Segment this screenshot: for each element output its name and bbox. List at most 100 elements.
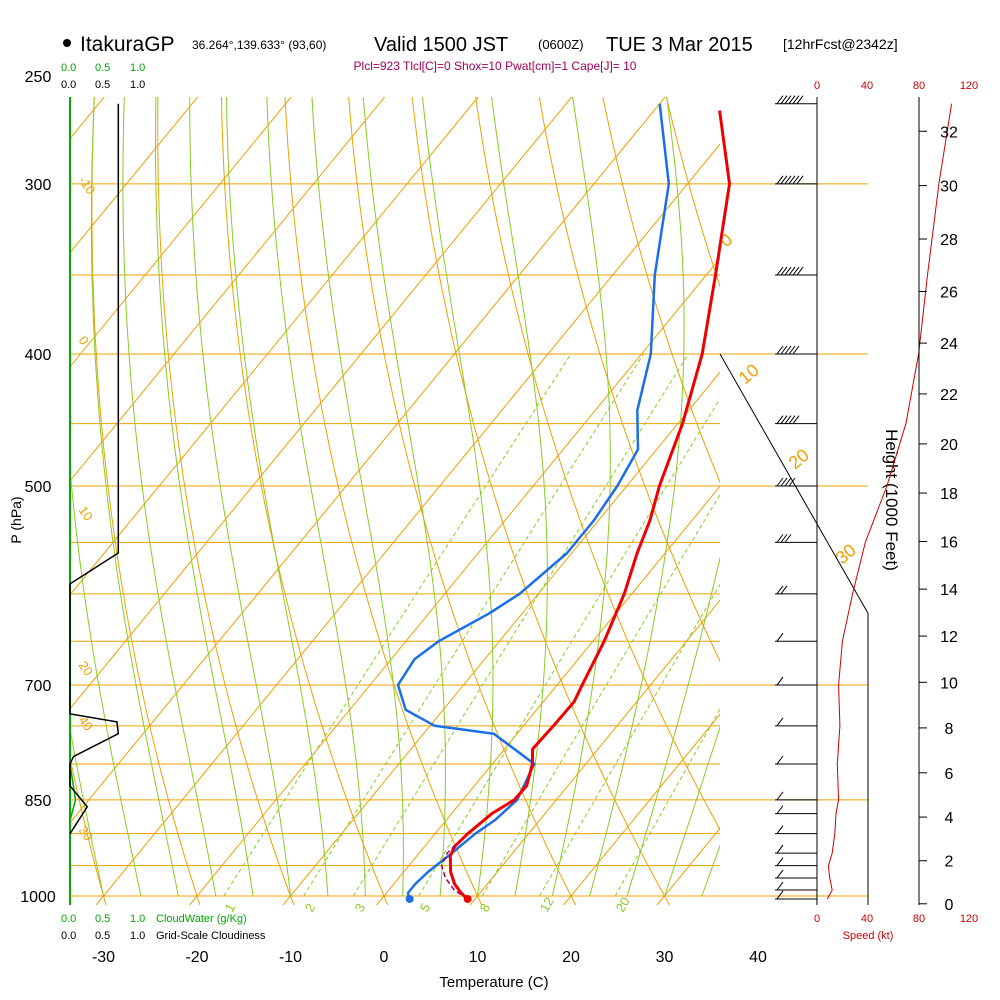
wind-barb-flag bbox=[776, 805, 784, 814]
cloudiness-scale-top: 0.0 0.5 1.0 bbox=[61, 79, 145, 91]
wind-barb-flag bbox=[776, 844, 784, 854]
mixing-ratio-annotation: 8 bbox=[477, 901, 494, 915]
wind-barb-flag bbox=[780, 585, 788, 595]
wind-barb-flag bbox=[776, 676, 784, 686]
wind-barb-icon bbox=[775, 717, 817, 727]
forecast-info: [12hrFcst@2342z] bbox=[783, 36, 898, 52]
cloudwater-label: CloudWater (g/Kg) bbox=[156, 913, 247, 925]
x-axis-label: Temperature (C) bbox=[439, 974, 548, 991]
wind-barb-flag bbox=[776, 825, 784, 834]
height-tick-label: 12 bbox=[940, 629, 958, 646]
wind-barb-icon bbox=[775, 266, 817, 276]
cloudwater-scale-bottom: 0.0 0.5 1.0 CloudWater (g/Kg) bbox=[61, 913, 247, 925]
wind-barb-flag bbox=[796, 95, 804, 105]
valid-time: Valid 1500 JST bbox=[374, 34, 508, 56]
height-tick-label: 30 bbox=[940, 179, 958, 196]
wind-barb-flag bbox=[776, 632, 784, 642]
wind-barb-flag bbox=[780, 415, 788, 424]
height-tick-label: 22 bbox=[940, 387, 958, 404]
dry-adiabat-line bbox=[967, 52, 1000, 925]
cloudiness-tick: 0.0 bbox=[61, 79, 76, 91]
moist-adiabat-line bbox=[154, 97, 254, 897]
isotherm-line bbox=[562, 713, 720, 905]
height-tick-label: 8 bbox=[945, 721, 954, 738]
moist-adiabat-line bbox=[362, 97, 446, 897]
moist-adiabat-line bbox=[189, 97, 291, 897]
moist-adiabat-line bbox=[664, 725, 720, 897]
station-coords: 36.264°,139.633° (93,60) bbox=[192, 38, 326, 52]
wind-barb-icon bbox=[775, 477, 817, 487]
wind-barb-icon bbox=[775, 791, 817, 801]
valid-zulu: (0600Z) bbox=[538, 37, 584, 52]
wind-barb-icon bbox=[775, 805, 817, 815]
isotherm-line bbox=[733, 67, 1000, 926]
speed-tick: 40 bbox=[861, 80, 873, 92]
surface-temperature-marker bbox=[463, 894, 472, 903]
dry-adiabat-annotation: 10 bbox=[735, 360, 763, 388]
cloudwater-scale-top: 0.0 0.5 1.0 bbox=[61, 62, 145, 74]
wind-barb-flag bbox=[792, 345, 800, 355]
temperature-tick-label: 20 bbox=[562, 949, 580, 966]
isotherm-line bbox=[469, 599, 720, 905]
mixing-ratio-annotation: 3 bbox=[352, 901, 369, 915]
dry-adiabat-line bbox=[411, 97, 671, 905]
wind-barb-flag bbox=[784, 345, 792, 355]
moist-adiabat-line bbox=[589, 97, 685, 897]
isotherm-annotation: 0 bbox=[76, 333, 92, 348]
height-axis-label: Height (1000 Feet) bbox=[882, 429, 901, 571]
isotherm-line bbox=[70, 97, 292, 368]
moist-adiabat-line bbox=[90, 97, 179, 897]
wind-barb-icon bbox=[775, 844, 817, 854]
wind-barb-flag bbox=[784, 534, 792, 543]
wind-barb-flag bbox=[780, 266, 788, 276]
wind-barb-flag bbox=[780, 175, 788, 185]
wind-barb-flag bbox=[780, 345, 788, 355]
stability-indices: Plcl=923 Tlcl[C]=0 Shox=10 Pwat[cm]=1 Ca… bbox=[354, 59, 637, 73]
wind-barb-flag bbox=[792, 266, 800, 276]
dry-adiabat-line bbox=[220, 97, 389, 905]
wind-barb-flag bbox=[776, 95, 784, 105]
temperature-tick-label: 10 bbox=[469, 949, 487, 966]
isotherm-line bbox=[375, 485, 720, 905]
pressure-tick-label: 400 bbox=[25, 347, 52, 364]
wind-barb-flag bbox=[776, 869, 784, 879]
wind-barb-flag bbox=[796, 266, 804, 276]
dry-adiabat-line bbox=[843, 52, 1000, 925]
wind-barb-icon bbox=[775, 632, 817, 642]
cloudwater-tick: 0.0 bbox=[61, 62, 76, 74]
height-tick-label: 4 bbox=[945, 810, 954, 827]
pressure-tick-label: 850 bbox=[25, 793, 52, 810]
wind-barb-flag bbox=[784, 415, 792, 424]
pressure-tick-label: 300 bbox=[25, 177, 52, 194]
height-tick-label: 16 bbox=[940, 534, 958, 551]
surface-dewpoint-marker bbox=[405, 894, 414, 903]
dry-adiabat-line bbox=[284, 97, 483, 905]
dry-adiabat-line bbox=[538, 97, 720, 663]
wind-barb-icon bbox=[775, 857, 817, 867]
wind-barb-flag bbox=[788, 477, 796, 487]
wind-barb-icon bbox=[775, 415, 817, 425]
height-tick-label: 2 bbox=[945, 854, 954, 871]
wind-barb-flag bbox=[776, 755, 784, 765]
terrain-boundary bbox=[719, 353, 869, 614]
mixing-ratio-line bbox=[481, 493, 720, 897]
speed-tick: 120 bbox=[960, 80, 978, 92]
height-tick-label: 0 bbox=[945, 897, 954, 914]
temperature-tick-label: 40 bbox=[749, 949, 767, 966]
height-tick-label: 32 bbox=[940, 124, 958, 141]
wind-barb-icon bbox=[775, 890, 817, 900]
dry-adiabat-annotation: 20 bbox=[785, 445, 813, 473]
mixing-ratio-line bbox=[223, 353, 572, 897]
isotherm-line bbox=[70, 97, 199, 254]
moist-adiabat-line bbox=[266, 97, 366, 897]
isotherm-annotation: 20 bbox=[76, 658, 97, 678]
isotherm-line bbox=[282, 371, 720, 905]
station-name: ItakuraGP bbox=[80, 33, 175, 56]
cloudwater-tick: 0.5 bbox=[95, 913, 110, 925]
wind-barb-flag bbox=[776, 415, 784, 424]
wind-barb-icon bbox=[775, 585, 817, 595]
moist-adiabat-line bbox=[122, 97, 217, 897]
moist-adiabat-line bbox=[311, 97, 404, 897]
wind-barb-flag bbox=[792, 175, 800, 185]
isotherm-line bbox=[188, 257, 720, 905]
